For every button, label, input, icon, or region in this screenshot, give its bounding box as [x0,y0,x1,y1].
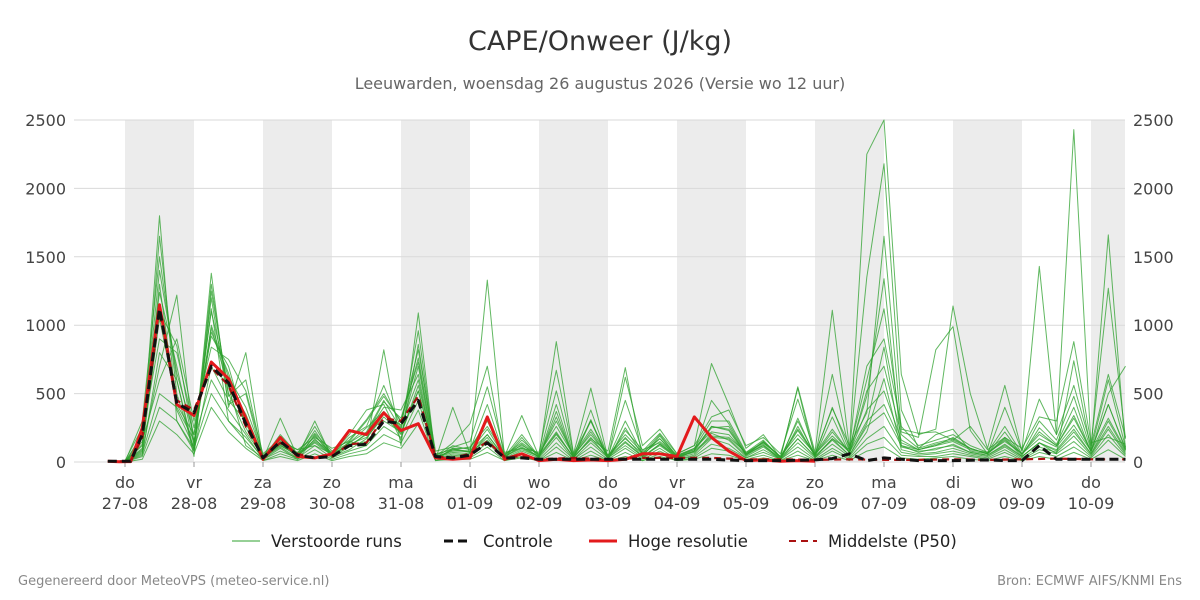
main-series [107,303,1126,464]
y-tick-right-0: 0 [1133,453,1143,472]
weekend-bands [125,120,1125,462]
y-tick-right-1000: 1000 [1133,316,1174,335]
legend-label-hires: Hoge resolutie [628,532,748,551]
x-tick-date-4: 31-08 [378,494,425,513]
shaded-band-4 [677,120,746,462]
x-tick-date-10: 06-09 [792,494,839,513]
x-axis: do 27-08 vr 28-08 za 29-08 zo 30-08 ma 31-08 di 01-… [102,462,1115,513]
x-tick-date-13: 09-09 [999,494,1046,513]
ensemble-run-0 [107,119,1126,463]
ensemble-run-8 [107,379,1126,463]
x-tick-day-1: vr [186,473,202,492]
legend-item-controle[interactable]: Controle [444,532,553,551]
x-tick-day-2: za [254,473,272,492]
median-line [107,310,1126,463]
shaded-band-5 [815,120,884,462]
y-tick-right-2500: 2500 [1133,111,1174,130]
y-tick-right-1500: 1500 [1133,248,1174,267]
x-tick-date-6: 02-09 [516,494,563,513]
x-tick-day-13: wo [1011,473,1034,492]
x-tick-day-4: ma [388,473,413,492]
x-tick-day-8: vr [669,473,685,492]
x-tick-day-14: do [1081,473,1101,492]
x-tick-day-6: wo [528,473,551,492]
shaded-band-1 [263,120,332,462]
x-tick-day-5: di [463,473,478,492]
y-axis-right: 0 500 1000 1500 2000 2500 [1133,111,1174,472]
chart-subtitle: Leeuwarden, woensdag 26 augustus 2026 (V… [355,74,846,93]
x-tick-date-1: 28-08 [171,494,218,513]
y-tick-left-2000: 2000 [25,179,66,198]
ensemble-run-5 [107,346,1126,463]
footer-right: Bron: ECMWF AIFS/KNMI Ens [997,574,1182,589]
x-tick-date-8: 04-09 [654,494,701,513]
y-tick-left-2500: 2500 [25,111,66,130]
y-tick-left-500: 500 [35,385,66,404]
legend-item-verstoorde-runs[interactable]: Verstoorde runs [232,532,402,551]
x-tick-date-5: 01-09 [447,494,494,513]
ensemble-runs [107,119,1126,463]
shaded-band-6 [953,120,1022,462]
x-tick-date-3: 30-08 [309,494,356,513]
x-tick-day-11: ma [871,473,896,492]
footer-left: Gegenereerd door MeteoVPS (meteo-service… [18,574,329,589]
legend-label-ensemble: Verstoorde runs [271,532,402,551]
x-tick-date-7: 03-09 [585,494,632,513]
x-tick-date-12: 08-09 [930,494,977,513]
x-tick-date-11: 07-09 [861,494,908,513]
x-tick-date-2: 29-08 [240,494,287,513]
shaded-band-3 [539,120,608,462]
legend: Verstoorde runs Controle Hoge resolutie … [232,532,957,551]
legend-item-middelste[interactable]: Middelste (P50) [789,532,957,551]
legend-item-hoge-resolutie[interactable]: Hoge resolutie [589,532,748,551]
x-tick-day-9: za [737,473,755,492]
y-tick-right-500: 500 [1133,385,1164,404]
x-tick-date-0: 27-08 [102,494,149,513]
ensemble-run-3 [107,234,1126,463]
legend-label-control: Controle [483,532,553,551]
y-tick-left-1500: 1500 [25,248,66,267]
y-tick-right-2000: 2000 [1133,179,1174,198]
y-tick-left-0: 0 [56,453,66,472]
legend-label-median: Middelste (P50) [828,532,957,551]
x-tick-day-7: do [598,473,618,492]
y-tick-left-1000: 1000 [25,316,66,335]
control-line [107,307,1126,463]
x-tick-day-3: zo [323,473,341,492]
chart-title: CAPE/Onweer (J/kg) [468,26,732,57]
ensemble-run-9 [107,393,1126,463]
x-tick-day-10: zo [806,473,824,492]
x-tick-day-0: do [115,473,135,492]
ensemble-run-13 [107,311,1126,463]
x-tick-day-12: di [946,473,961,492]
ensemble-run-10 [107,235,1126,463]
x-tick-date-14: 10-09 [1068,494,1115,513]
x-tick-date-9: 05-09 [723,494,770,513]
y-axis-left: 0 500 1000 1500 2000 2500 [25,111,66,472]
